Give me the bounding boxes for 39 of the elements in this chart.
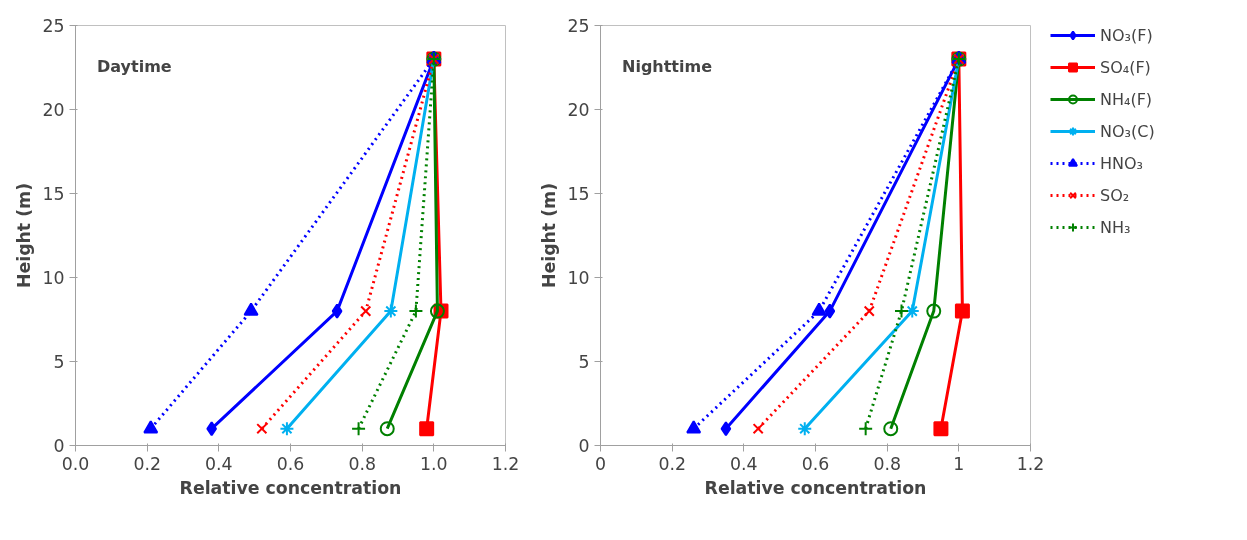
y-tick-label: 15 bbox=[42, 184, 65, 204]
y-tick-label: 15 bbox=[567, 184, 590, 204]
x-tick-label: 0 bbox=[594, 453, 607, 474]
y-tick-label: 0 bbox=[53, 436, 65, 456]
y-tick-label: 25 bbox=[42, 16, 65, 36]
x-tick-label: 1 bbox=[953, 453, 965, 474]
text: Nighttime bbox=[622, 56, 713, 76]
x-tick-label: 0.4 bbox=[730, 453, 758, 474]
x-tick-label: 1.0 bbox=[420, 453, 448, 474]
y-tick-label: 5 bbox=[578, 352, 590, 372]
x-tick-label: 0.6 bbox=[276, 453, 305, 474]
y-tick-label: 5 bbox=[53, 352, 65, 372]
legend-label: NO₃(F) bbox=[1100, 25, 1153, 45]
y-tick-label: 10 bbox=[42, 268, 65, 288]
y-tick-label: 10 bbox=[567, 268, 590, 288]
legend-label: NO₃(C) bbox=[1100, 121, 1155, 141]
legend-label: SO₄(F) bbox=[1100, 57, 1151, 77]
x-tick-label: 0.8 bbox=[348, 453, 376, 474]
legend-label: NH₄(F) bbox=[1100, 89, 1153, 109]
y-axis-title: Height (m) bbox=[14, 182, 35, 289]
y-tick-label: 20 bbox=[567, 100, 590, 120]
text: Daytime bbox=[97, 56, 172, 76]
y-axis-title: Height (m) bbox=[539, 182, 560, 289]
y-tick-label: 0 bbox=[578, 436, 590, 456]
x-tick-label: 0.2 bbox=[133, 453, 161, 474]
x-tick-label: 0.8 bbox=[873, 453, 901, 474]
legend-label: SO₂ bbox=[1100, 185, 1130, 205]
legend-label: HNO₃ bbox=[1100, 153, 1144, 173]
x-tick-label: 0.4 bbox=[205, 453, 233, 474]
y-tick-label: 20 bbox=[42, 100, 65, 120]
x-axis-title: Relative concentration bbox=[704, 477, 927, 498]
x-tick-label: 1.2 bbox=[491, 453, 520, 474]
x-axis-title: Relative concentration bbox=[179, 477, 402, 498]
x-tick-label: 1.2 bbox=[1016, 453, 1045, 474]
legend-label: NH₃ bbox=[1100, 217, 1131, 237]
x-tick-label: 0.2 bbox=[658, 453, 686, 474]
y-tick-label: 25 bbox=[567, 16, 590, 36]
x-tick-label: 0.6 bbox=[801, 453, 830, 474]
x-tick-label: 0.0 bbox=[61, 453, 90, 474]
